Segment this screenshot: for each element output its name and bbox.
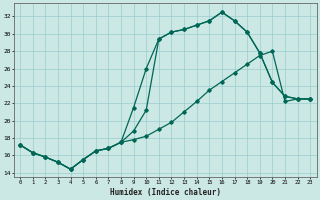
X-axis label: Humidex (Indice chaleur): Humidex (Indice chaleur) xyxy=(110,188,220,197)
